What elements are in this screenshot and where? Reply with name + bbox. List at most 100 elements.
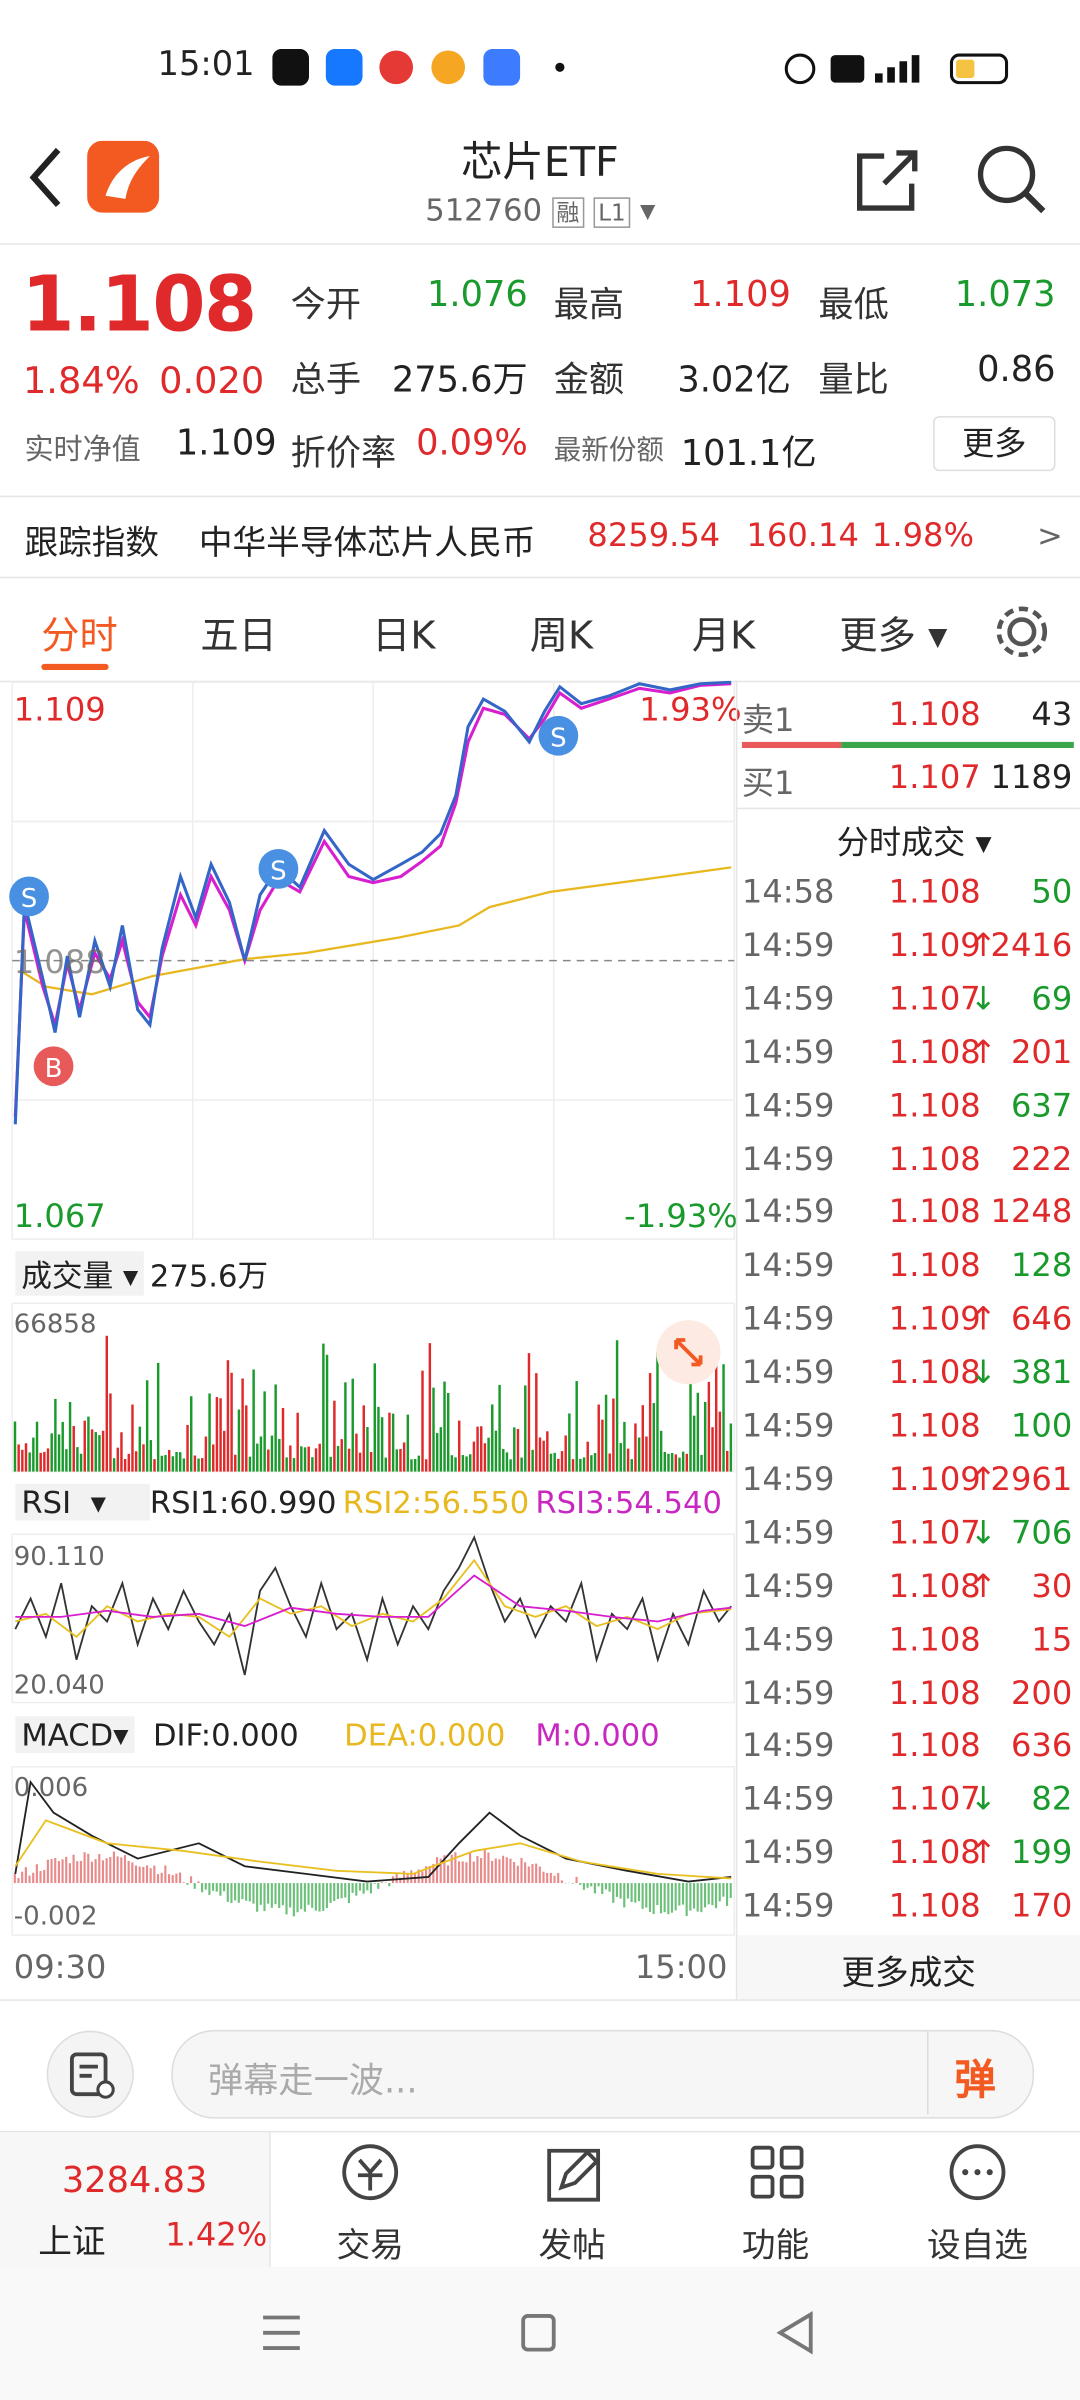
trade-volume: 82 (1031, 1781, 1073, 1818)
volume-bar-decor (212, 1444, 215, 1472)
macd-bar-decor (579, 1883, 582, 1885)
system-nav-icons[interactable] (245, 2302, 826, 2363)
trade-markers: S B S S (9, 715, 579, 1087)
trade-arrow: ↑ (969, 1567, 997, 1605)
macd-bar-decor (604, 1883, 607, 1890)
trade-price: 1.107 (888, 1781, 981, 1818)
status-icons (272, 48, 565, 86)
volume-bar-decor (476, 1426, 479, 1472)
trade-arrow: ↓ (969, 1781, 997, 1818)
comment-icon[interactable] (46, 2030, 135, 2119)
nav-item[interactable]: 交易 (336, 2227, 404, 2266)
panel-divider (735, 680, 738, 2000)
trade-arrow: ↑ (969, 1460, 997, 1498)
rsi-label[interactable]: RSI ▾ (15, 1483, 150, 1521)
macd-bar-decor (263, 1883, 266, 1912)
bid-row: 买1 1.107 1189 (742, 759, 1075, 813)
tab[interactable]: 更多 ▾ (839, 613, 948, 658)
macd-bar-decor (98, 1854, 101, 1884)
rsi-label-text: RSI (21, 1483, 72, 1521)
volume-bar-decor (164, 1455, 167, 1472)
volume-bar-decor (39, 1452, 42, 1472)
macd-bar-decor (619, 1883, 622, 1899)
settings-icon[interactable] (991, 601, 1052, 662)
macd-top: 0.006 (13, 1772, 89, 1804)
more-button[interactable]: 更多 (933, 416, 1056, 472)
header-left (29, 140, 160, 213)
volume-bar-decor (215, 1397, 219, 1472)
volume-bar-decor (94, 1432, 97, 1472)
nav-item[interactable]: 功能 (741, 2227, 810, 2266)
trade-price: 1.108 (888, 1887, 981, 1925)
macd-bar-decor (542, 1871, 545, 1884)
marker-label: S (550, 723, 567, 753)
volume-bar-decor (531, 1449, 534, 1472)
volume-bar-decor (689, 1348, 692, 1472)
macd-bar-decor (729, 1883, 732, 1898)
trade-volume: 15 (1031, 1620, 1073, 1658)
volume-bar-decor (384, 1457, 388, 1472)
tab[interactable]: 分时 (41, 613, 118, 658)
rsi3: RSI3:54.540 (535, 1483, 722, 1521)
volume-bar-decor (641, 1405, 645, 1472)
macd-bar-decor (164, 1865, 167, 1884)
macd-bar-decor (366, 1883, 369, 1891)
macd-bar-decor (241, 1883, 244, 1900)
macd-bar-decor (689, 1883, 692, 1911)
tab[interactable]: 日K (372, 613, 436, 658)
pct: 1.84% (22, 359, 140, 403)
volume-bar-decor (446, 1392, 450, 1472)
volume-bar-decor (571, 1459, 575, 1472)
macd-label-text: MACD (21, 1716, 114, 1754)
status-time: 15:01 (157, 45, 255, 85)
macd-bar-decor (24, 1867, 27, 1884)
chart-area: S B S S (9, 680, 736, 1936)
danmaku-button[interactable]: 弹 (954, 2057, 996, 2105)
volume-bar-decor (197, 1458, 200, 1472)
tab[interactable]: 月K (691, 613, 756, 658)
comment-input[interactable] (171, 2029, 1035, 2119)
more-trades[interactable]: 更多成交 (841, 1954, 976, 1994)
macd-bar-decor (498, 1859, 501, 1884)
index-arrow[interactable]: > (1037, 517, 1063, 554)
volume-bar-decor (659, 1430, 663, 1472)
macd-bar-decor (83, 1852, 86, 1884)
macd-bar-decor (296, 1883, 299, 1913)
nav-item[interactable]: 设自选 (926, 2227, 1028, 2266)
tab[interactable]: 周K (529, 613, 594, 658)
macd-bar-decor (123, 1855, 127, 1884)
field-value: 0.86 (977, 350, 1056, 391)
volume-bar-decor (568, 1413, 571, 1472)
macd-label[interactable]: MACD▾ (15, 1716, 135, 1754)
macd-bar-decor (410, 1870, 413, 1884)
nav-item[interactable]: 发帖 (538, 2227, 606, 2266)
macd-bar-decor (641, 1883, 644, 1909)
volume-label[interactable]: 成交量 ▾ (15, 1251, 145, 1296)
volume-bar-decor (391, 1413, 395, 1472)
dif-line (14, 1779, 732, 1883)
macd-bar-decor (325, 1883, 328, 1909)
trades-title[interactable]: 分时成交 ▾ (836, 824, 992, 862)
trade-price: 1.108 (888, 1353, 981, 1391)
index-box[interactable] (0, 2132, 270, 2268)
trade-arrow: ↑ (969, 1834, 997, 1872)
volume-bar-decor (630, 1459, 633, 1472)
volume-bar-decor (145, 1380, 149, 1472)
macd-bar-decor (714, 1883, 718, 1909)
header-actions[interactable] (851, 141, 1058, 217)
macd-bar-decor (112, 1851, 116, 1884)
expand-button[interactable] (655, 1319, 722, 1386)
macd-bar-decor (685, 1883, 688, 1917)
macd-bar-decor (197, 1881, 200, 1884)
volume-bar-decor (494, 1430, 498, 1472)
volume-bar-decor (520, 1457, 523, 1472)
macd-bar-decor (692, 1883, 696, 1909)
volume-label-text: 成交量 (21, 1257, 114, 1295)
volume-bar-decor (483, 1443, 487, 1472)
macd-bar-decor (13, 1873, 16, 1884)
field-label: 最低 (818, 286, 889, 326)
volume-bar-decor (623, 1421, 626, 1472)
volume-bar-decor (32, 1437, 35, 1472)
tab[interactable]: 五日 (200, 613, 277, 658)
